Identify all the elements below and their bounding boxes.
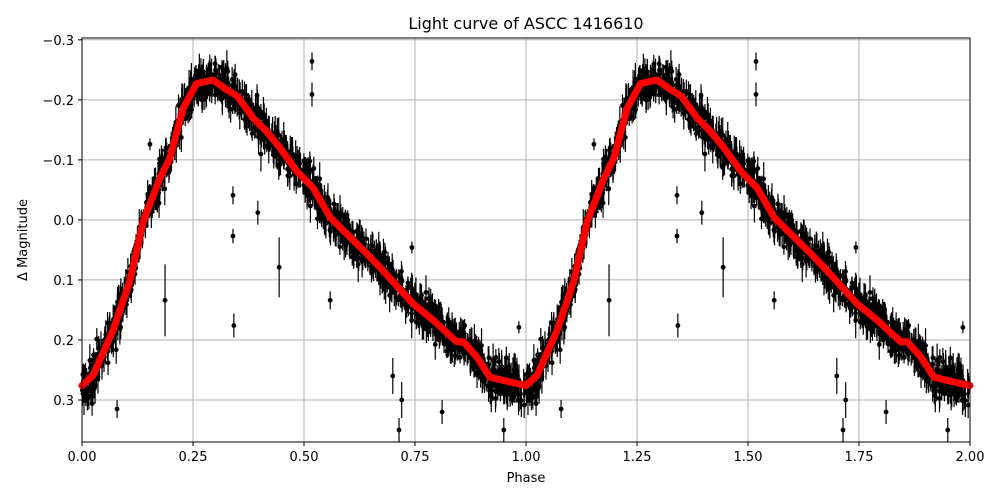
- point-marker: [409, 245, 414, 250]
- point-marker: [462, 323, 467, 328]
- point-marker: [307, 159, 312, 164]
- point-marker: [231, 234, 236, 239]
- point-marker: [428, 301, 433, 306]
- point-marker: [486, 355, 491, 360]
- point-marker: [450, 328, 455, 333]
- point-marker: [196, 75, 201, 80]
- point-marker: [383, 286, 388, 291]
- point-marker: [399, 398, 404, 403]
- point-marker: [351, 250, 356, 255]
- point-marker: [93, 384, 98, 389]
- point-marker: [390, 374, 395, 379]
- point-marker: [232, 99, 237, 104]
- point-marker: [164, 145, 169, 150]
- point-marker: [461, 333, 466, 338]
- point-marker: [114, 347, 119, 352]
- point-marker: [480, 376, 485, 381]
- point-marker: [259, 110, 264, 115]
- point-marker: [227, 98, 232, 103]
- point-marker: [405, 285, 410, 290]
- point-marker: [293, 154, 298, 159]
- point-marker: [424, 290, 429, 295]
- point-marker: [231, 193, 236, 198]
- point-marker: [440, 410, 445, 415]
- point-marker: [498, 391, 503, 396]
- point-marker: [399, 269, 404, 274]
- point-marker: [501, 428, 506, 433]
- point-marker: [493, 369, 498, 374]
- point-marker: [204, 90, 209, 95]
- point-marker: [213, 93, 218, 98]
- chart-title: Light curve of ASCC 1416610: [408, 14, 643, 33]
- point-marker: [307, 193, 312, 198]
- point-marker: [463, 350, 468, 355]
- point-marker: [416, 316, 421, 321]
- point-marker: [255, 93, 260, 98]
- point-marker: [281, 137, 286, 142]
- point-marker: [515, 372, 520, 377]
- point-marker: [382, 250, 387, 255]
- point-marker: [370, 244, 375, 249]
- point-marker: [310, 59, 315, 64]
- point-marker: [324, 221, 329, 226]
- point-marker: [255, 210, 260, 215]
- point-marker: [444, 349, 449, 354]
- point-marker: [277, 265, 282, 270]
- point-marker: [516, 398, 521, 403]
- point-marker: [328, 298, 333, 303]
- point-marker: [224, 66, 229, 71]
- point-marker: [515, 392, 520, 397]
- point-marker: [311, 166, 316, 171]
- point-marker: [232, 83, 237, 88]
- point-marker: [106, 360, 111, 365]
- point-marker: [397, 428, 402, 433]
- point-marker: [516, 325, 521, 330]
- point-marker: [231, 323, 236, 328]
- point-marker: [493, 355, 498, 360]
- point-marker: [276, 132, 281, 137]
- point-marker: [328, 226, 333, 231]
- point-marker: [148, 142, 153, 147]
- point-marker: [512, 367, 517, 372]
- point-marker: [441, 335, 446, 340]
- point-marker: [163, 298, 168, 303]
- point-marker: [218, 90, 223, 95]
- point-marker: [250, 131, 255, 136]
- point-marker: [504, 355, 509, 360]
- point-marker: [457, 347, 462, 352]
- point-marker: [247, 100, 252, 105]
- point-marker: [220, 65, 225, 70]
- point-marker: [356, 256, 361, 261]
- point-marker: [310, 92, 315, 97]
- point-marker: [189, 107, 194, 112]
- point-marker: [259, 152, 264, 157]
- point-marker: [380, 277, 385, 282]
- point-marker: [355, 230, 360, 235]
- point-marker: [426, 330, 431, 335]
- point-marker: [433, 304, 438, 309]
- point-marker: [115, 407, 120, 412]
- point-marker: [433, 342, 438, 347]
